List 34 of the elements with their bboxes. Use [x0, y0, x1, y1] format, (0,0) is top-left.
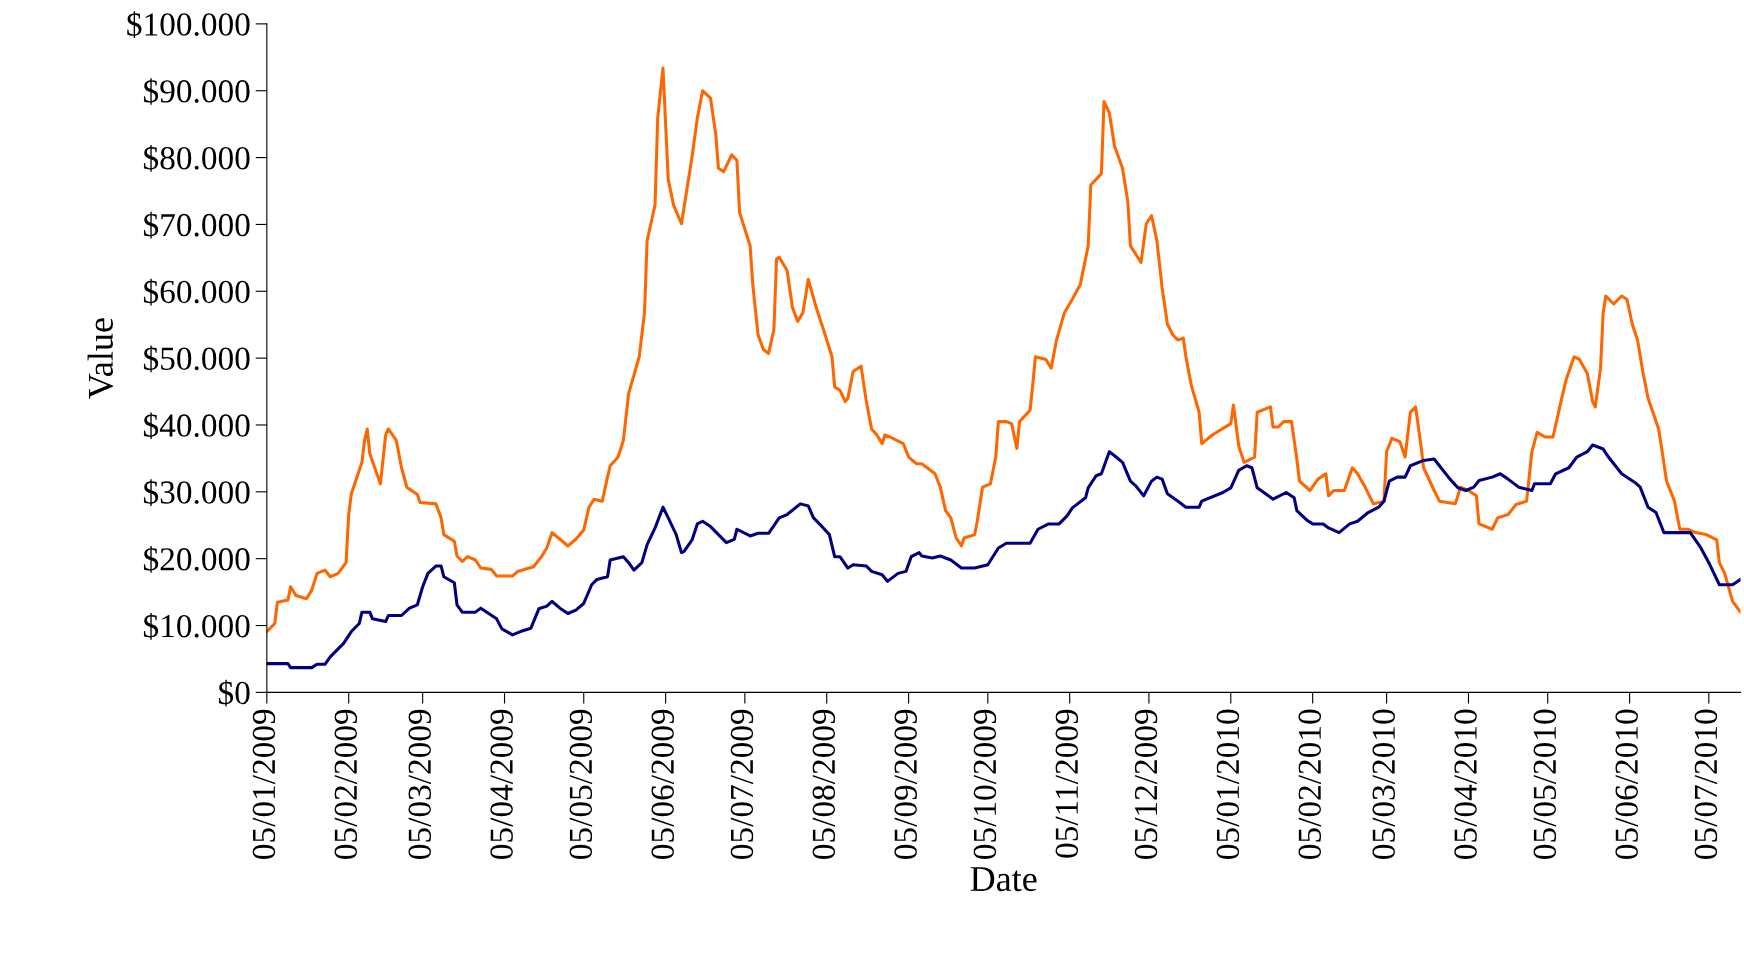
x-tick-label: 05/10/2009 [973, 709, 997, 859]
x-tick-label: 05/07/2010 [1694, 709, 1718, 859]
line-series [266, 66, 1741, 634]
x-tick-label: 05/08/2009 [812, 709, 836, 859]
y-tick-label: $100.000 [127, 11, 250, 38]
x-tick-label: 05/09/2009 [894, 709, 917, 859]
y-tick-label: $40.000 [143, 412, 250, 440]
x-tick-label: 05/03/2009 [408, 709, 431, 859]
y-axis-title: Value [87, 318, 114, 399]
x-tick-label: 05/06/2009 [651, 709, 674, 859]
x-tick-label: 05/05/2009 [569, 709, 593, 859]
line-series [266, 443, 1741, 670]
y-tick-label: $10.000 [143, 612, 250, 640]
y-tick-label: $80.000 [143, 145, 250, 172]
x-tick-label: 05/03/2010 [1372, 709, 1395, 859]
y-tick-label: $70.000 [143, 211, 250, 239]
x-tick-label: 05/05/2010 [1533, 709, 1557, 859]
y-tick-label: $0 [218, 679, 250, 707]
y-tick-label: $30.000 [143, 479, 250, 506]
y-tick-label: $90.000 [143, 78, 250, 105]
x-tick-label: 05/11/2009 [1055, 709, 1079, 858]
x-tick-label: 05/07/2009 [730, 709, 754, 859]
x-tick-label: 05/02/2009 [334, 709, 358, 859]
x-tick-label: 05/12/2009 [1134, 709, 1158, 859]
x-tick-label: 05/01/2009 [252, 709, 276, 859]
x-tick-label: 05/04/2010 [1454, 709, 1477, 859]
x-axis-title: Date [970, 867, 1037, 892]
y-tick-label: $20.000 [143, 546, 250, 573]
x-tick-label: 05/01/2010 [1216, 709, 1240, 859]
x-tick-label: 05/04/2009 [490, 709, 513, 859]
x-tick-label: 05/02/2010 [1298, 709, 1322, 859]
y-tick-label: $60.000 [143, 278, 250, 306]
x-tick-label: 05/06/2010 [1615, 709, 1638, 859]
y-tick-label: $50.000 [143, 345, 250, 373]
